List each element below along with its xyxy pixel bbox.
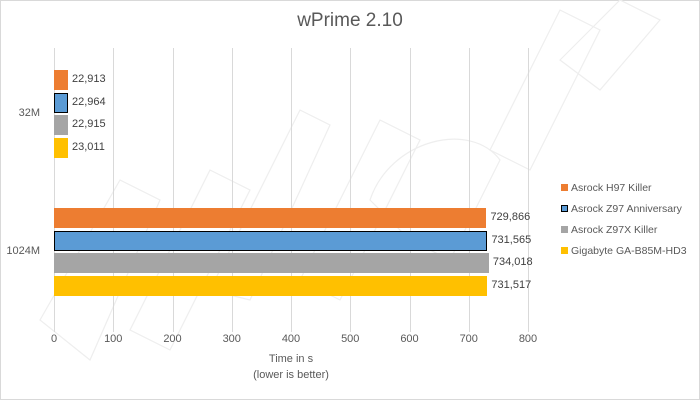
gridline (350, 48, 352, 332)
gridline (528, 48, 529, 332)
legend: Asrock H97 Killer Asrock Z97 Anniversary A… (561, 177, 687, 261)
category-label: 1024M (6, 245, 40, 257)
legend-label: Asrock H97 Killer (571, 181, 652, 194)
legend-swatch-icon (561, 247, 568, 254)
data-label: 22,915 (72, 118, 106, 130)
x-tick-label: 600 (400, 333, 419, 345)
gridline (409, 48, 411, 332)
gridline (468, 48, 470, 332)
x-tick-label: 300 (222, 333, 241, 345)
x-axis-subtitle: (lower is better) (253, 369, 329, 381)
data-label: 23,011 (72, 140, 105, 153)
bar (54, 70, 68, 90)
legend-swatch-icon (561, 226, 568, 233)
chart-title: wPrime 2.10 (297, 10, 403, 31)
bar (54, 275, 488, 296)
bar (54, 115, 68, 135)
x-tick-label: 0 (50, 333, 58, 345)
data-label: 731,517 (491, 278, 532, 291)
plot-area: 22,913 22,964 22,915 23,011 729,866 731,565 73… (54, 48, 533, 332)
bar (54, 253, 489, 273)
legend-swatch-icon (561, 184, 568, 191)
legend-item: Asrock H97 Killer (561, 177, 687, 198)
data-label: 22,913 (72, 73, 106, 85)
legend-label: Asrock Z97 Anniversary (571, 202, 682, 215)
x-tick-label: 800 (518, 333, 538, 345)
category-label: 32M (18, 107, 40, 119)
bar (54, 92, 68, 113)
bar (54, 137, 68, 158)
x-tick-label: 400 (281, 333, 301, 345)
x-axis-title: Time in s (268, 353, 314, 365)
data-label: 734,018 (492, 256, 533, 268)
x-tick-label: 500 (341, 333, 360, 345)
x-tick-label: 700 (459, 333, 478, 345)
legend-item: Asrock Z97X Killer (561, 219, 687, 240)
gridline (54, 48, 55, 332)
legend-swatch-icon (561, 205, 568, 212)
bar (54, 230, 488, 251)
data-label: 729,866 (490, 211, 531, 223)
gridline (231, 48, 233, 332)
x-tick-label: 200 (163, 333, 182, 345)
gridline (113, 48, 115, 332)
x-tick-label: 100 (104, 333, 123, 345)
data-label: 731,565 (491, 233, 532, 246)
legend-item: Gigabyte GA-B85M-HD3 (561, 240, 687, 261)
gridline (172, 48, 174, 332)
legend-item: Asrock Z97 Anniversary (561, 198, 687, 219)
legend-label: Gigabyte GA-B85M-HD3 (571, 244, 687, 257)
bar (54, 208, 487, 228)
legend-label: Asrock Z97X Killer (571, 223, 658, 236)
data-label: 22,964 (72, 95, 106, 108)
gridline (291, 48, 292, 332)
